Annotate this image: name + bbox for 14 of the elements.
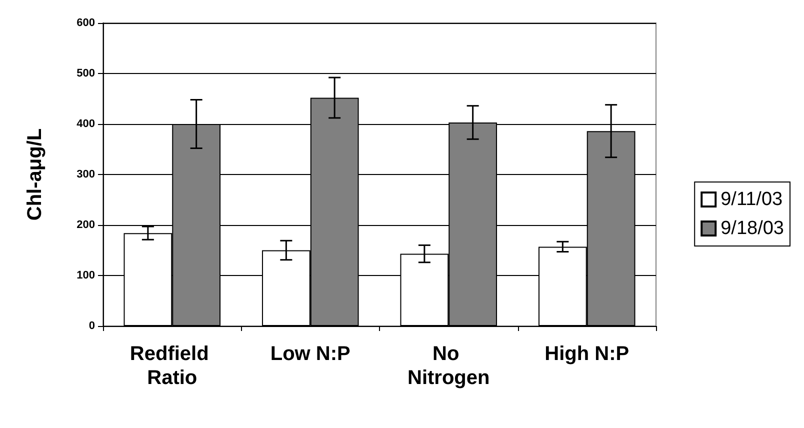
x-tick-label: Redfield Ratio <box>130 343 214 389</box>
x-tick-label: No Nitrogen <box>408 343 490 389</box>
legend-label: 9/18/03 <box>720 218 784 239</box>
y-tick-label: 200 <box>76 219 95 231</box>
y-tick-label: 600 <box>76 17 95 29</box>
x-tick-label: Low N:P <box>270 343 350 365</box>
y-tick-label: 100 <box>76 270 95 282</box>
y-tick-label: 0 <box>88 320 95 332</box>
y-tick-label: 500 <box>76 68 95 80</box>
legend-label: 9/11/03 <box>720 189 783 210</box>
y-axis-title: Chl-aμg/L <box>24 128 46 221</box>
y-tick-label: 400 <box>76 118 95 130</box>
x-tick-label: High N:P <box>544 343 630 365</box>
y-tick-label: 300 <box>76 168 95 180</box>
